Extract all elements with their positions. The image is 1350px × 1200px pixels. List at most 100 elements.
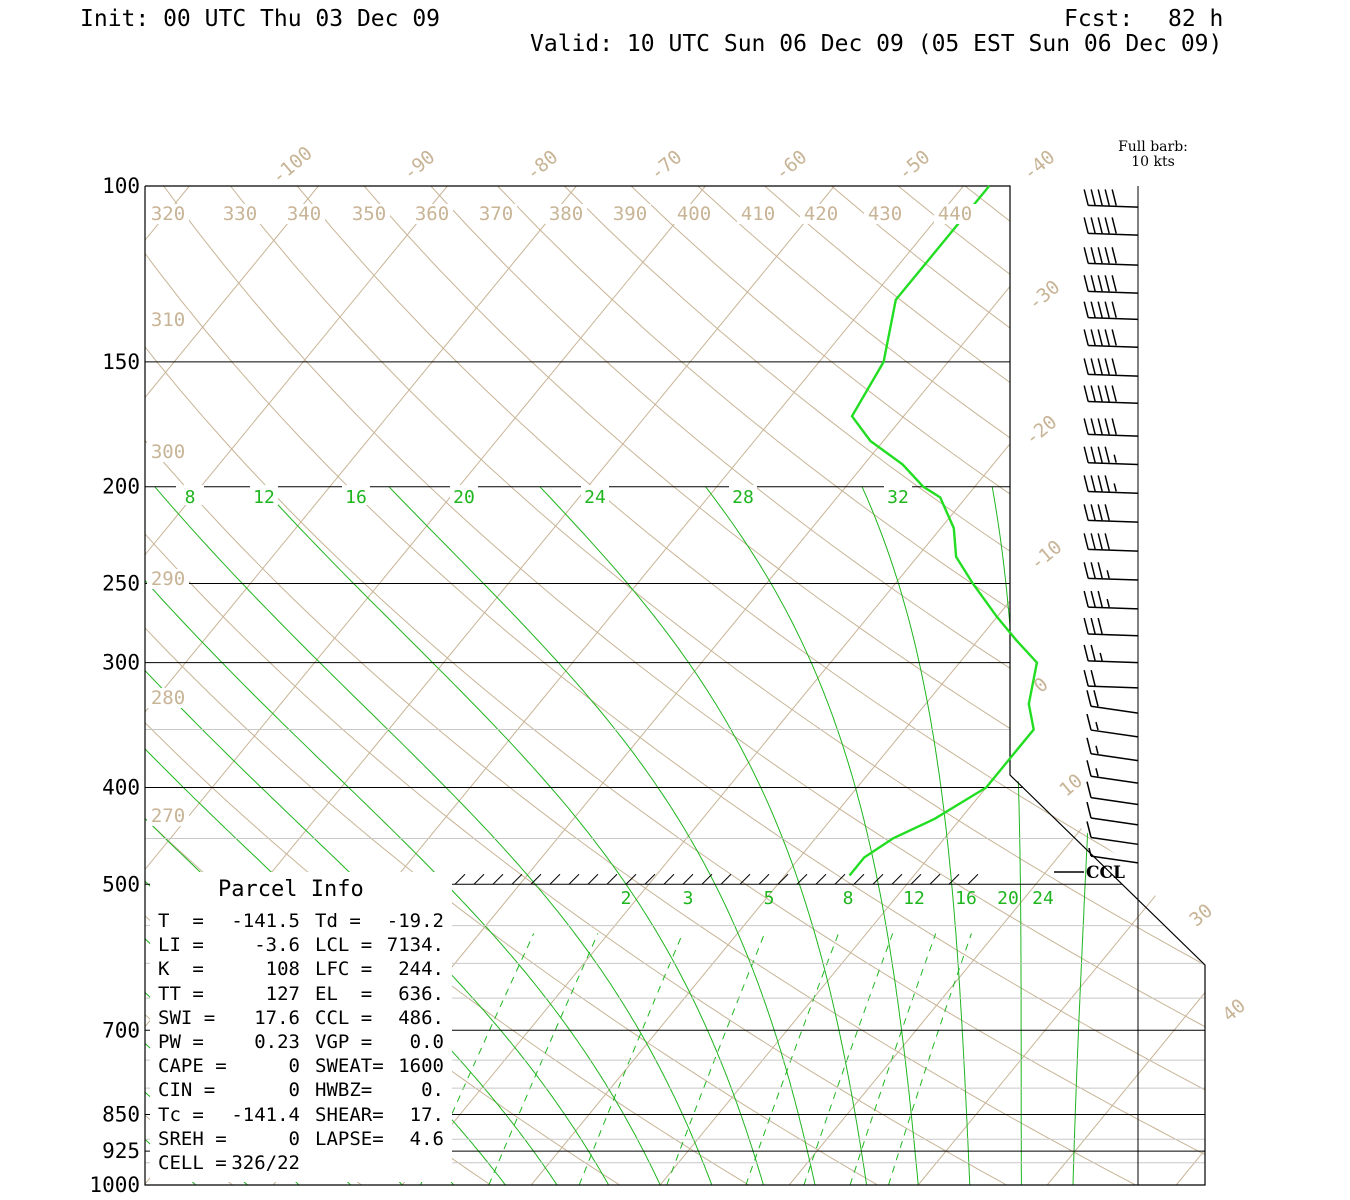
wind-barb <box>1083 358 1139 377</box>
wind-barb <box>1086 760 1139 784</box>
mixing-ratio-line <box>488 933 599 1185</box>
barb-flag <box>1111 189 1117 206</box>
barb-flag <box>1111 385 1117 402</box>
hatch-mark <box>796 873 808 885</box>
hatch-mark <box>511 873 523 885</box>
parcel-row-label-2: Td = <box>315 910 361 932</box>
parcel-row-value-2: -19.2 <box>386 910 444 932</box>
wind-barb <box>1083 562 1139 581</box>
pressure-label: 200 <box>102 475 140 499</box>
isotherm-label: -100 <box>268 142 317 188</box>
barb-flag <box>1083 385 1089 402</box>
barb-flag <box>1090 475 1096 492</box>
hatch-mark <box>530 873 542 885</box>
barb-staff <box>1088 519 1139 523</box>
hatch-mark <box>682 873 694 885</box>
hatch-mark <box>853 873 865 885</box>
parcel-row-label: TT = <box>158 982 204 1005</box>
parcel-row-label-2: SHEAR= <box>315 1103 384 1126</box>
hatch-mark <box>777 873 789 885</box>
hatch-mark <box>492 873 504 885</box>
theta-label-bg <box>147 204 189 224</box>
barb-flag <box>1104 329 1110 346</box>
barb-staff <box>1090 775 1139 784</box>
moist-adiabat-label: 28 <box>732 487 754 508</box>
wind-barb <box>1083 418 1139 437</box>
mixing-ratio-label: 3 <box>683 888 694 909</box>
mixing-ratio-label: 24 <box>1032 888 1054 909</box>
barb-flag <box>1083 617 1089 635</box>
parcel-row-label-2: LCL = <box>315 934 373 957</box>
isotherm-line <box>1175 186 1205 1185</box>
pressure-label: 400 <box>102 775 140 799</box>
wind-barb <box>1083 275 1139 294</box>
barb-half-flag <box>1095 721 1099 731</box>
barb-staff <box>1088 490 1139 494</box>
wind-barb <box>1083 533 1139 552</box>
isotherm-line <box>917 186 1205 1185</box>
barb-staff <box>1088 685 1139 689</box>
barb-flag <box>1097 590 1103 608</box>
hatch-mark <box>967 873 979 885</box>
barb-half-flag <box>1106 570 1110 579</box>
moist-label-bg <box>250 485 278 505</box>
hatch-mark <box>891 873 903 885</box>
parcel-row-value: -141.4 <box>231 1103 300 1126</box>
isotherm-label: -40 <box>1019 146 1059 185</box>
parcel-row-label-2: EL = <box>315 982 373 1005</box>
barb-flag <box>1083 217 1089 234</box>
barb-flag <box>1097 562 1103 579</box>
theta-label-bg <box>283 204 325 224</box>
parcel-row-label-2: CCL = <box>315 1006 373 1029</box>
theta-label-bg <box>673 204 715 224</box>
pressure-label: 1000 <box>89 1173 140 1197</box>
wind-barb <box>1083 644 1139 664</box>
dry-adiabat-label: 430 <box>868 203 902 225</box>
barb-flag <box>1111 301 1117 318</box>
parcel-row-value: 0.23 <box>254 1031 300 1053</box>
wind-barb <box>1083 669 1139 689</box>
mixing-ratio-line <box>745 933 839 1185</box>
hatch-mark <box>910 873 922 885</box>
barb-half-flag <box>1095 745 1099 754</box>
moist-adiabat-line <box>991 486 1022 1185</box>
barb-flag <box>1097 446 1103 463</box>
pressure-label: 250 <box>102 572 140 596</box>
dry-adiabat-line <box>363 186 1205 1185</box>
parcel-row-label-2: LFC = <box>315 958 373 981</box>
theta-label-bg <box>147 569 189 589</box>
barb-flag <box>1097 247 1103 264</box>
dry-adiabat-line <box>1165 186 1205 1185</box>
isotherm-label: -20 <box>1021 411 1061 450</box>
moist-adiabat-label: 8 <box>185 487 196 508</box>
ccl-label: CCL <box>1086 863 1125 883</box>
mixing-ratio-line <box>578 933 684 1185</box>
barb-flag <box>1090 446 1096 463</box>
theta-label-bg <box>609 204 651 224</box>
barb-flag <box>1104 533 1110 550</box>
pressure-label: 300 <box>102 651 140 675</box>
barb-half-flag <box>1088 847 1092 857</box>
mixing-ratio-label: 16 <box>955 888 977 909</box>
parcel-row-value-2: 1600 <box>398 1055 444 1078</box>
barb-staff <box>1088 204 1139 208</box>
dry-adiabat-line <box>764 186 1205 1185</box>
barb-staff <box>1088 461 1139 466</box>
hatch-mark <box>549 873 561 885</box>
barb-flag <box>1104 475 1110 492</box>
barb-flag <box>1097 504 1103 521</box>
moist-adiabat-label: 20 <box>453 487 475 508</box>
dry-adiabat-label: 340 <box>287 203 321 225</box>
valid-time: Valid: 10 UTC Sun 06 Dec 09 (05 EST Sun … <box>530 31 1223 57</box>
moist-label-bg <box>342 485 370 505</box>
wind-barb <box>1086 713 1139 738</box>
temperature-trace <box>848 185 1039 877</box>
barb-flag <box>1111 217 1117 234</box>
forecast-label: Fcst: <box>1064 6 1134 32</box>
barb-staff <box>1090 796 1139 806</box>
mixing-ratio-line <box>803 933 894 1185</box>
barb-staff <box>1090 817 1139 826</box>
moist-label-bg <box>176 485 204 505</box>
wind-barb <box>1083 329 1139 348</box>
wind-barb <box>1083 301 1139 321</box>
